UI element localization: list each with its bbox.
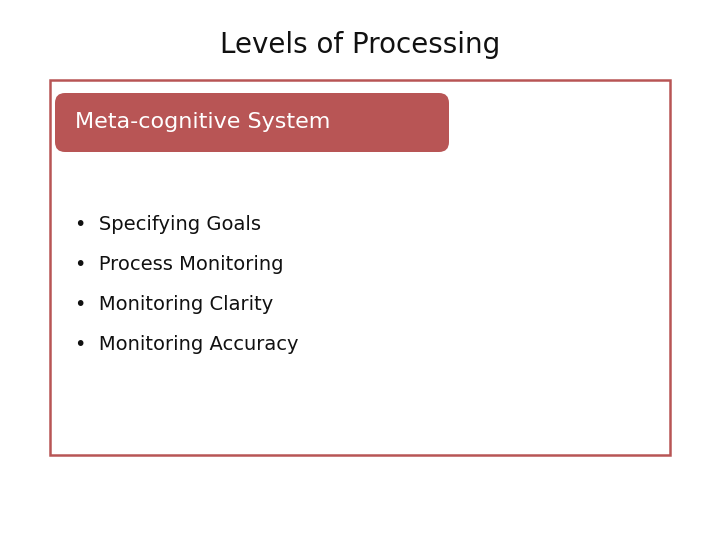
- Text: •  Process Monitoring: • Process Monitoring: [75, 255, 284, 274]
- Text: Levels of Processing: Levels of Processing: [220, 31, 500, 59]
- FancyBboxPatch shape: [55, 93, 449, 152]
- Text: •  Monitoring Accuracy: • Monitoring Accuracy: [75, 335, 299, 354]
- Text: •  Monitoring Clarity: • Monitoring Clarity: [75, 295, 274, 314]
- Text: •  Specifying Goals: • Specifying Goals: [75, 215, 261, 234]
- Text: Meta-cognitive System: Meta-cognitive System: [75, 112, 330, 132]
